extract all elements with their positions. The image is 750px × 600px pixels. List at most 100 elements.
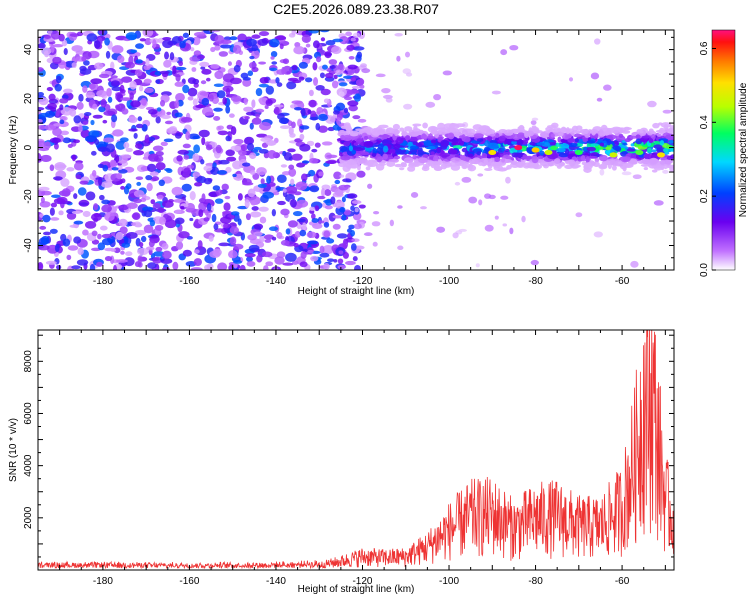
heatmap-cell <box>134 229 147 236</box>
heatmap-cell <box>251 206 259 211</box>
heatmap-cell <box>311 218 319 223</box>
heatmap-cell <box>537 155 544 160</box>
heatmap-cell <box>162 39 174 49</box>
heatmap-cell <box>110 61 115 71</box>
heatmap-cell <box>128 128 138 132</box>
heatmap-cell <box>311 213 316 220</box>
heatmap-cell <box>130 100 141 108</box>
heatmap-cell <box>575 212 583 218</box>
heatmap-cell <box>146 163 157 173</box>
heatmap-cell <box>412 123 422 127</box>
heatmap-cell <box>624 138 631 143</box>
heatmap-cell <box>82 85 88 93</box>
heatmap-cell <box>44 35 51 39</box>
heatmap-cell <box>531 117 539 121</box>
heatmap-peak <box>488 149 497 156</box>
heatmap-cell <box>142 30 154 37</box>
heatmap-cell <box>233 259 243 264</box>
heatmap-cell <box>300 251 307 259</box>
heatmap-cell <box>196 175 207 184</box>
heatmap-cell <box>124 61 136 69</box>
heatmap-cell <box>116 172 123 180</box>
heatmap-cell <box>302 222 307 231</box>
heatmap-cell <box>272 191 280 196</box>
heatmap-cell <box>59 119 65 125</box>
heatmap-cell <box>45 260 57 265</box>
heatmap-cell <box>258 97 269 104</box>
heatmap-cell <box>642 135 650 139</box>
heatmap-cell <box>388 158 397 162</box>
heatmap-cell <box>136 181 142 186</box>
heatmap-cell <box>269 67 278 71</box>
heatmap-cell <box>603 84 612 91</box>
heatmap-cell <box>120 185 125 190</box>
heatmap-cell <box>242 181 254 186</box>
y-tick-label: 40 <box>23 44 34 56</box>
snr-x-axis: -180 -160 -140 -120 -100 -80 -60 <box>59 330 666 587</box>
heatmap-cell <box>286 81 297 90</box>
heatmap-cell <box>282 58 290 65</box>
heatmap-cell <box>214 198 224 204</box>
heatmap-cell <box>244 136 255 145</box>
heatmap-cell <box>430 139 437 144</box>
heatmap-cell <box>668 139 674 144</box>
heatmap-cell <box>300 107 306 117</box>
heatmap-cell <box>343 141 351 147</box>
heatmap-cell <box>40 235 50 245</box>
heatmap-cell <box>149 219 156 227</box>
heatmap-cell <box>233 138 244 145</box>
heatmap-cell <box>201 97 210 106</box>
heatmap-cell <box>178 231 190 239</box>
heatmap-cell <box>399 167 405 171</box>
heatmap-cell <box>386 160 396 167</box>
heatmap-cell <box>344 260 356 266</box>
heatmap-cell <box>352 32 361 39</box>
heatmap-cell <box>124 257 135 267</box>
heatmap-cell <box>115 231 124 241</box>
heatmap-cell <box>447 132 455 140</box>
heatmap-cell <box>363 232 373 237</box>
heatmap-cell <box>213 115 221 121</box>
heatmap-cell <box>314 142 321 148</box>
heatmap-cell <box>255 113 260 119</box>
heatmap-cell <box>142 156 149 160</box>
heatmap-cell <box>116 55 125 64</box>
heatmap-cell <box>363 135 369 140</box>
heatmap-cell <box>91 230 98 237</box>
heatmap-cell <box>323 221 330 228</box>
heatmap-cell <box>78 199 90 207</box>
heatmap-cell <box>446 127 457 132</box>
heatmap-cell <box>422 153 429 159</box>
heatmap-cell <box>270 56 275 60</box>
heatmap-cell <box>554 158 561 165</box>
heatmap-cell <box>442 70 453 76</box>
heatmap-cell <box>494 156 501 162</box>
heatmap-cell <box>304 77 313 83</box>
heatmap-cell <box>232 160 243 170</box>
heatmap-cell <box>110 75 118 79</box>
heatmap-cell <box>301 173 308 182</box>
heatmap-cell <box>389 148 396 154</box>
heatmap-cell <box>638 130 644 134</box>
heatmap-cell <box>138 85 144 92</box>
heatmap-cell <box>162 37 172 41</box>
heatmap-cell <box>653 144 663 149</box>
heatmap-cell <box>593 231 603 238</box>
x-tick-label: -60 <box>615 576 630 587</box>
heatmap-cell <box>307 249 314 254</box>
heatmap-cell <box>182 84 190 94</box>
heatmap-cell <box>62 137 72 144</box>
heatmap-cell <box>534 163 539 169</box>
heatmap-cell <box>49 137 62 144</box>
heatmap-cell <box>38 125 46 130</box>
heatmap-cell <box>181 183 192 192</box>
heatmap-cell <box>79 68 92 75</box>
heatmap-cell <box>630 260 639 268</box>
heatmap-cell <box>397 245 404 251</box>
heatmap-cell <box>669 154 674 159</box>
heatmap-cell <box>641 159 651 165</box>
heatmap-cell <box>180 205 185 210</box>
heatmap-cell <box>291 153 303 161</box>
heatmap-cell <box>612 126 621 131</box>
x-tick-label: -160 <box>179 576 199 587</box>
